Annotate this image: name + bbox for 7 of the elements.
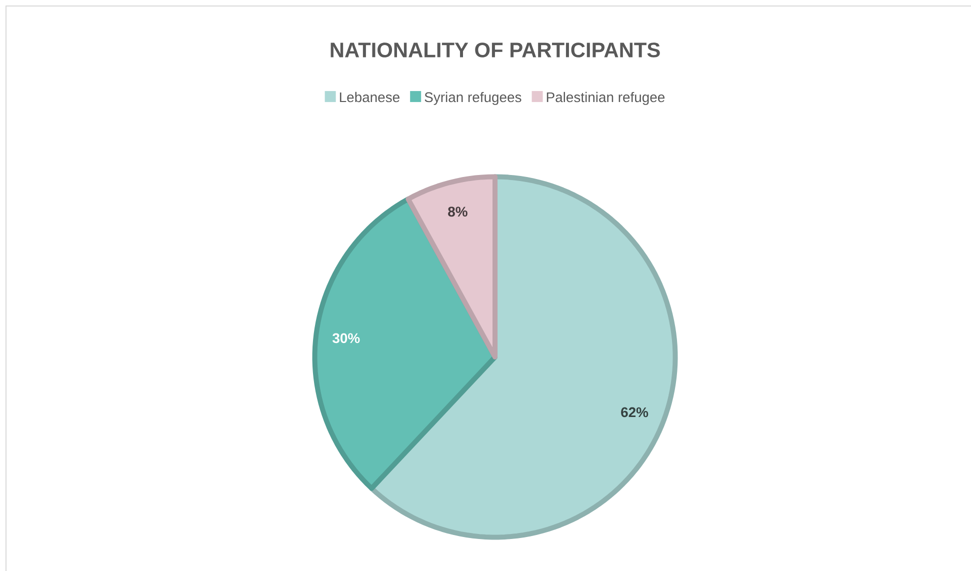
legend-label: Lebanese <box>340 92 400 102</box>
data-label: 30% <box>332 333 360 344</box>
data-label: 8% <box>448 206 468 217</box>
data-label: 62% <box>621 407 648 418</box>
legend-label: Syrian refugees <box>424 92 522 105</box>
legend-label: Palestinian refugee <box>546 92 665 105</box>
chart-title: NATIONALITY OF PARTICIPANTS <box>330 42 660 58</box>
